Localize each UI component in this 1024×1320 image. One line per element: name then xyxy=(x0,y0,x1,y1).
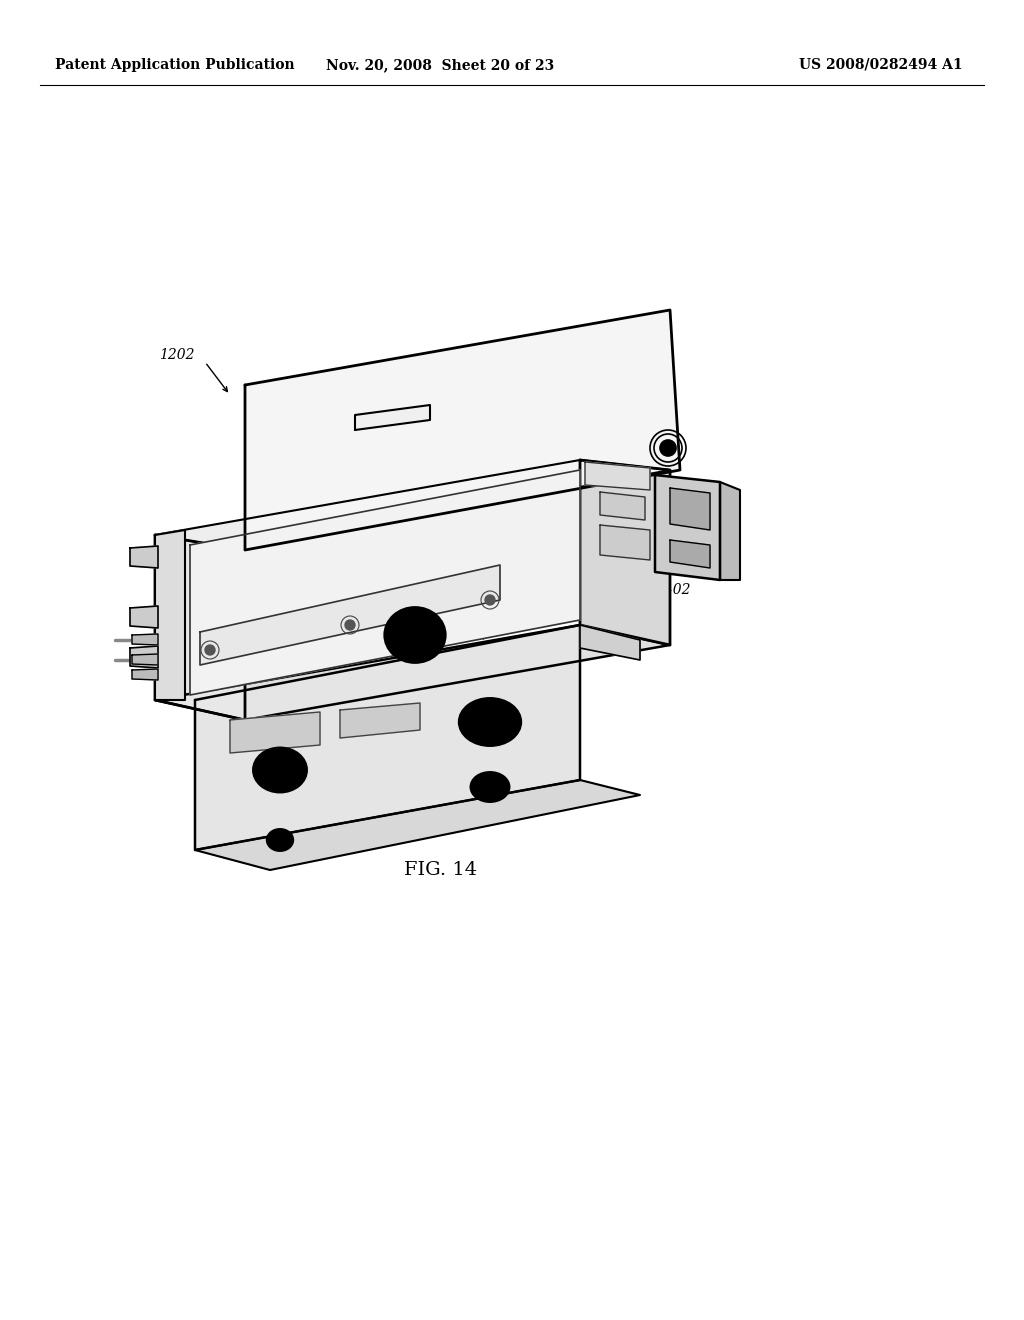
Polygon shape xyxy=(580,459,670,645)
Polygon shape xyxy=(130,645,158,668)
Ellipse shape xyxy=(459,698,521,746)
Text: US 2008/0282494 A1: US 2008/0282494 A1 xyxy=(799,58,963,73)
Polygon shape xyxy=(655,475,720,579)
Text: 1202: 1202 xyxy=(160,348,195,362)
Polygon shape xyxy=(200,565,500,665)
Text: FIG. 14: FIG. 14 xyxy=(403,861,477,879)
Polygon shape xyxy=(132,669,158,680)
Polygon shape xyxy=(155,535,245,719)
Polygon shape xyxy=(230,711,319,752)
Polygon shape xyxy=(130,546,158,568)
Polygon shape xyxy=(132,653,158,665)
Polygon shape xyxy=(155,531,185,700)
Text: Patent Application Publication: Patent Application Publication xyxy=(55,58,295,73)
Text: 1402: 1402 xyxy=(655,583,690,597)
Ellipse shape xyxy=(398,620,431,649)
Circle shape xyxy=(345,620,355,630)
Ellipse shape xyxy=(407,627,423,643)
Ellipse shape xyxy=(476,711,504,733)
Text: 1302: 1302 xyxy=(690,533,725,546)
Polygon shape xyxy=(245,310,680,550)
Polygon shape xyxy=(600,525,650,560)
Polygon shape xyxy=(670,488,710,531)
Ellipse shape xyxy=(267,759,293,781)
Polygon shape xyxy=(670,540,710,568)
Circle shape xyxy=(485,595,495,605)
Circle shape xyxy=(205,645,215,655)
Polygon shape xyxy=(130,606,158,628)
Polygon shape xyxy=(155,624,670,719)
Polygon shape xyxy=(355,405,430,430)
Text: 336: 336 xyxy=(430,758,457,772)
Polygon shape xyxy=(600,492,645,520)
Ellipse shape xyxy=(470,772,510,803)
Polygon shape xyxy=(580,624,640,660)
Ellipse shape xyxy=(267,829,293,851)
Ellipse shape xyxy=(385,607,445,663)
Polygon shape xyxy=(195,624,580,850)
Ellipse shape xyxy=(392,614,438,656)
Polygon shape xyxy=(585,462,650,490)
Polygon shape xyxy=(195,780,640,870)
Polygon shape xyxy=(132,634,158,645)
Circle shape xyxy=(660,440,676,455)
Text: Nov. 20, 2008  Sheet 20 of 23: Nov. 20, 2008 Sheet 20 of 23 xyxy=(327,58,554,73)
Ellipse shape xyxy=(259,752,301,788)
Ellipse shape xyxy=(253,747,307,792)
Polygon shape xyxy=(340,704,420,738)
Polygon shape xyxy=(155,459,670,550)
Ellipse shape xyxy=(467,704,513,741)
Polygon shape xyxy=(720,482,740,579)
Polygon shape xyxy=(190,470,580,696)
